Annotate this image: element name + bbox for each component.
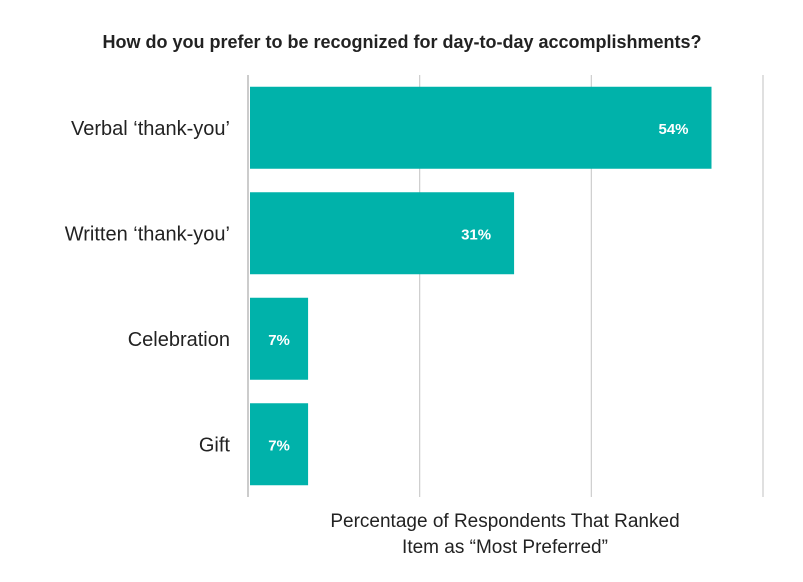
data-label-0: 54% [658, 121, 688, 138]
data-label-3: 7% [268, 437, 290, 454]
category-labels: Verbal ‘thank-you’ Written ‘thank-you’ Cel… [65, 118, 231, 457]
bar-1 [250, 192, 515, 275]
data-labels: 54% 31% 7% 7% [268, 121, 688, 455]
bar-0 [250, 86, 712, 169]
category-label-3: Gift [199, 434, 231, 456]
category-label-0: Verbal ‘thank-you’ [71, 118, 230, 140]
x-axis-label-line-2: Item as “Most Preferred” [402, 537, 608, 558]
category-label-2: Celebration [128, 329, 230, 351]
chart-title: How do you prefer to be recognized for d… [102, 32, 701, 52]
bar-3 [250, 403, 309, 486]
data-label-2: 7% [268, 332, 290, 349]
x-axis-label-line-1: Percentage of Respondents That Ranked [330, 511, 679, 532]
bars [250, 86, 712, 486]
data-label-1: 31% [461, 226, 491, 243]
bar-2 [250, 297, 309, 380]
category-label-1: Written ‘thank-you’ [65, 223, 230, 245]
